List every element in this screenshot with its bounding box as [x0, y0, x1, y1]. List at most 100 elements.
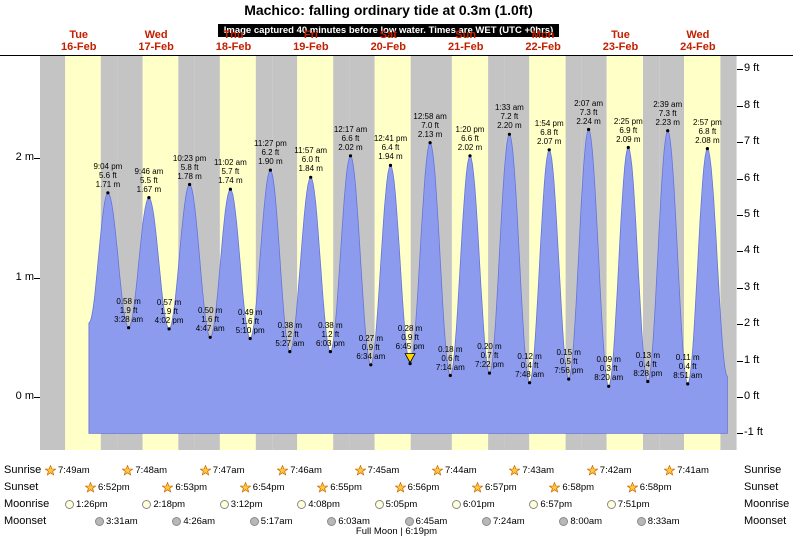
sunrise-entry: 7:42am — [586, 464, 632, 476]
tide-extreme-dot — [428, 141, 432, 145]
sunrise-star-icon — [276, 464, 289, 476]
tide-high-label: 11:02 am 5.7 ft 1.74 m — [198, 158, 262, 185]
tide-label-line: 6.2 ft — [261, 148, 280, 158]
tide-label-line: 1.6 ft — [241, 316, 260, 326]
tide-label-line: 0.11 m — [675, 352, 700, 362]
tide-label-line: 1:20 pm — [455, 124, 485, 134]
tide-label-line: 1.67 m — [136, 184, 162, 194]
tide-label-line: 0.4 ft — [678, 361, 697, 371]
tide-label-line: 0.58 m — [116, 296, 141, 306]
tide-label-line: 5.5 ft — [139, 175, 158, 185]
sunrise-star-icon — [44, 464, 57, 476]
tide-high-label: 1:20 pm 6.6 ft 2.02 m — [438, 125, 502, 152]
tide-label-line: 1:54 pm — [534, 118, 564, 128]
day-date-label: 19-Feb — [293, 41, 329, 53]
sunrise-entry: 7:45am — [354, 464, 399, 476]
tide-extreme-dot — [167, 327, 171, 331]
sunrise-star-icon — [354, 464, 367, 476]
sunrise-star-icon — [199, 464, 212, 476]
moonrise-entry: 6:01pm — [452, 498, 495, 510]
moonset-entry: 4:26am — [172, 515, 215, 527]
tide-extreme-dot — [528, 381, 532, 385]
tick-mark — [737, 251, 743, 253]
tide-label-line: 12:58 am — [413, 111, 447, 121]
sunrise-time: 7:46am — [290, 464, 322, 476]
moonset-entry: 3:31am — [95, 515, 138, 527]
tide-label-line: 1.2 ft — [321, 329, 340, 339]
moonrise-moon-icon — [452, 499, 461, 509]
moonset-moon-icon — [95, 516, 104, 526]
y-axis-right-tick-label: 0 ft — [744, 390, 760, 402]
tide-label-line: 2.24 m — [576, 116, 601, 126]
day-name-label: Tue — [69, 29, 89, 41]
y-axis-right-tick-label: 2 ft — [744, 317, 760, 330]
tide-label-line: 6.0 ft — [301, 155, 320, 165]
y-axis-left-tick-label: 0 m — [15, 390, 34, 402]
tide-extreme-dot — [626, 145, 630, 150]
moonset-moon-icon — [249, 516, 259, 526]
tide-high-label: 2:07 am 7.3 ft 2.24 m — [557, 99, 621, 126]
moonset-row-label-right: Moonset — [744, 515, 787, 527]
moonset-moon-icon — [636, 516, 646, 526]
moonrise-moon-icon — [219, 499, 229, 509]
tide-low-label: 0.11 m 0.4 ft 8:51 am — [656, 353, 720, 380]
tide-label-line: 2:07 am — [574, 98, 604, 108]
tide-plot-area — [40, 56, 737, 450]
tide-label-line: 0.9 ft — [361, 342, 380, 352]
tide-high-label: 9:04 pm 5.6 ft 1.71 m — [76, 162, 140, 189]
sunrise-entry: 7:47am — [199, 464, 245, 476]
sunrise-time: 7:41am — [677, 464, 709, 476]
tide-low-label: 0.13 m 0.4 ft 8:28 pm — [616, 351, 680, 378]
day-name-label: Mon — [531, 29, 555, 41]
tide-label-line: 0.28 m — [397, 323, 423, 333]
sunrise-star-icon — [431, 464, 444, 476]
tide-label-line: 8:20 am — [594, 373, 624, 383]
tide-label-line: 0.6 ft — [441, 353, 460, 363]
y-axis-right-tick-label: 8 ft — [744, 98, 760, 111]
sunset-time: 6:56pm — [407, 481, 440, 493]
y-axis-right-tick-label: 4 ft — [744, 244, 760, 257]
tide-high-label: 1:33 am 7.2 ft 2.20 m — [477, 103, 541, 130]
moonset-moon-icon — [404, 516, 414, 526]
tide-label-line: 6.6 ft — [461, 133, 479, 143]
tide-label-line: 8:28 pm — [633, 368, 663, 378]
day-date-label: 20-Feb — [370, 41, 407, 53]
tide-extreme-dot — [666, 129, 670, 133]
tide-low-label: 0.57 m 1.9 ft 4:02 pm — [137, 298, 201, 325]
tide-extreme-dot — [487, 371, 492, 375]
tick-mark — [34, 277, 40, 279]
sunrise-star-icon — [663, 464, 676, 476]
tide-extreme-dot — [268, 168, 272, 172]
tide-label-line: 6:34 am — [356, 351, 386, 361]
sunset-star-icon — [161, 481, 174, 493]
sunset-row-label-left: Sunset — [4, 481, 39, 493]
tide-label-line: 5.6 ft — [98, 170, 117, 180]
tide-label-line: 1.90 m — [258, 157, 283, 167]
tide-label-line: 0.15 m — [556, 348, 581, 358]
tide-label-line: 0.38 m — [277, 320, 303, 330]
tide-label-line: 0.4 ft — [638, 359, 657, 369]
moonset-moon-icon — [172, 516, 182, 526]
tick-mark — [737, 397, 743, 398]
tide-label-line: 12:17 am — [333, 124, 368, 134]
sunrise-time: 7:43am — [522, 464, 555, 476]
day-name-label: Thu — [223, 29, 244, 41]
tide-label-line: 1.2 ft — [280, 329, 299, 339]
y-axis-right-tick-label: 7 ft — [744, 135, 760, 148]
tide-label-line: 0.38 m — [318, 320, 343, 330]
tide-label-line: 12:41 pm — [373, 134, 408, 144]
tide-label-line: 4:02 pm — [154, 315, 184, 325]
sunrise-time: 7:47am — [212, 464, 245, 476]
tide-high-label: 11:57 am 6.0 ft 1.84 m — [279, 146, 343, 173]
sunset-entry: 6:54pm — [239, 481, 284, 493]
moonset-row-label-left: Moonset — [4, 515, 47, 527]
sunrise-time: 7:42am — [599, 464, 632, 476]
tide-label-line: 11:27 pm — [254, 139, 287, 149]
day-name-label: Tue — [611, 29, 630, 41]
tide-label-line: 0.50 m — [197, 306, 223, 316]
tide-label-line: 8:51 am — [673, 370, 703, 380]
tide-label-line: 0.18 m — [438, 344, 463, 354]
current-time-marker — [404, 353, 416, 364]
day-date-label: 21-Feb — [447, 41, 484, 53]
sunrise-entry: 7:48am — [121, 464, 167, 476]
